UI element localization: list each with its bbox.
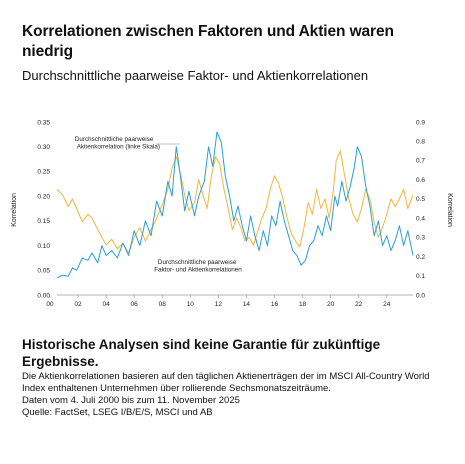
right-tick-label: 0.0 bbox=[416, 292, 425, 299]
x-tick-label: 22 bbox=[355, 301, 363, 308]
x-tick-label: 18 bbox=[299, 301, 307, 308]
correlation-chart: 0.000.050.100.150.200.250.300.35 0.00.10… bbox=[11, 119, 453, 308]
right-axis-ticks: 0.0 0.1 0.2 0.3 0.4 0.5 0.6 0.7 0.8 0.9 bbox=[416, 119, 425, 299]
right-tick-label: 0.2 bbox=[416, 254, 425, 261]
chart-subtitle: Durchschnittliche paarweise Faktor- und … bbox=[22, 68, 369, 83]
x-tick-label: 06 bbox=[131, 301, 139, 308]
series-line-equity-correlation bbox=[56, 131, 414, 279]
chart-title: Korrelationen zwischen Faktoren und Akti… bbox=[22, 23, 394, 60]
disclaimer-heading: Historische Analysen sind keine Garantie… bbox=[22, 337, 381, 369]
x-tick-label: 10 bbox=[187, 301, 195, 308]
left-tick-label: 0.25 bbox=[37, 169, 50, 176]
x-tick-label: 00 bbox=[46, 301, 54, 308]
footnote-line-4: Quelle: FactSet, LSEG I/B/E/S, MSCI und … bbox=[22, 407, 213, 418]
right-tick-label: 0.1 bbox=[416, 273, 425, 280]
left-axis-ticks: 0.00 0.05 0.10 0.15 0.20 0.25 0.30 0.35 bbox=[37, 119, 50, 299]
x-tick-label: 14 bbox=[243, 301, 251, 308]
left-tick-label: 0.35 bbox=[37, 119, 50, 126]
footnotes: Die Aktienkorrelationen basieren auf den… bbox=[22, 371, 447, 419]
x-tick-label: 08 bbox=[159, 301, 167, 308]
left-tick-label: 0.05 bbox=[37, 268, 50, 275]
x-axis-ticks: 00 02 04 06 08 10 12 14 16 18 20 22 24 bbox=[46, 295, 391, 308]
footnote-line-2: Index enthaltenen Unternehmen über rolli… bbox=[22, 383, 331, 394]
right-tick-label: 0.4 bbox=[416, 215, 425, 222]
series-layer bbox=[56, 131, 414, 279]
x-tick-label: 16 bbox=[271, 301, 279, 308]
annotation-equity-line-2: Aktienkorrelation (linke Skala) bbox=[77, 144, 160, 151]
series-line-factor-equity-correlation bbox=[56, 150, 414, 254]
x-tick-label: 04 bbox=[102, 301, 110, 308]
left-axis-label: Korrelation bbox=[11, 193, 18, 227]
left-tick-label: 0.20 bbox=[37, 193, 50, 200]
annotation-equity: Durchschnittliche paarweise Aktienkorrel… bbox=[75, 136, 160, 151]
right-tick-label: 0.5 bbox=[416, 196, 425, 203]
x-tick-label: 24 bbox=[383, 301, 391, 308]
annotation-factor-equity-line-2: Faktor- und Aktienkorrelationen bbox=[154, 267, 242, 274]
right-tick-label: 0.6 bbox=[416, 177, 425, 184]
right-axis-label: Korrelation bbox=[446, 193, 453, 227]
x-tick-label: 12 bbox=[215, 301, 223, 308]
annotation-factor-equity-line-1: Durchschnittliche paarweise bbox=[158, 259, 237, 266]
right-tick-label: 0.7 bbox=[416, 158, 425, 165]
left-tick-label: 0.15 bbox=[37, 218, 50, 225]
x-tick-label: 02 bbox=[74, 301, 82, 308]
annotation-equity-line-1: Durchschnittliche paarweise bbox=[75, 136, 154, 143]
annotation-factor-equity: Durchschnittliche paarweise Faktor- und … bbox=[154, 259, 242, 274]
left-tick-label: 0.00 bbox=[37, 292, 50, 299]
left-tick-label: 0.30 bbox=[37, 144, 50, 151]
x-tick-label: 20 bbox=[327, 301, 335, 308]
right-tick-label: 0.8 bbox=[416, 139, 425, 146]
footnote-line-1: Die Aktienkorrelationen basieren auf den… bbox=[22, 371, 430, 382]
right-tick-label: 0.9 bbox=[416, 119, 425, 126]
footnote-line-3: Daten vom 4. Juli 2000 bis zum 11. Novem… bbox=[22, 395, 240, 406]
left-tick-label: 0.10 bbox=[37, 243, 50, 250]
right-tick-label: 0.3 bbox=[416, 235, 425, 242]
